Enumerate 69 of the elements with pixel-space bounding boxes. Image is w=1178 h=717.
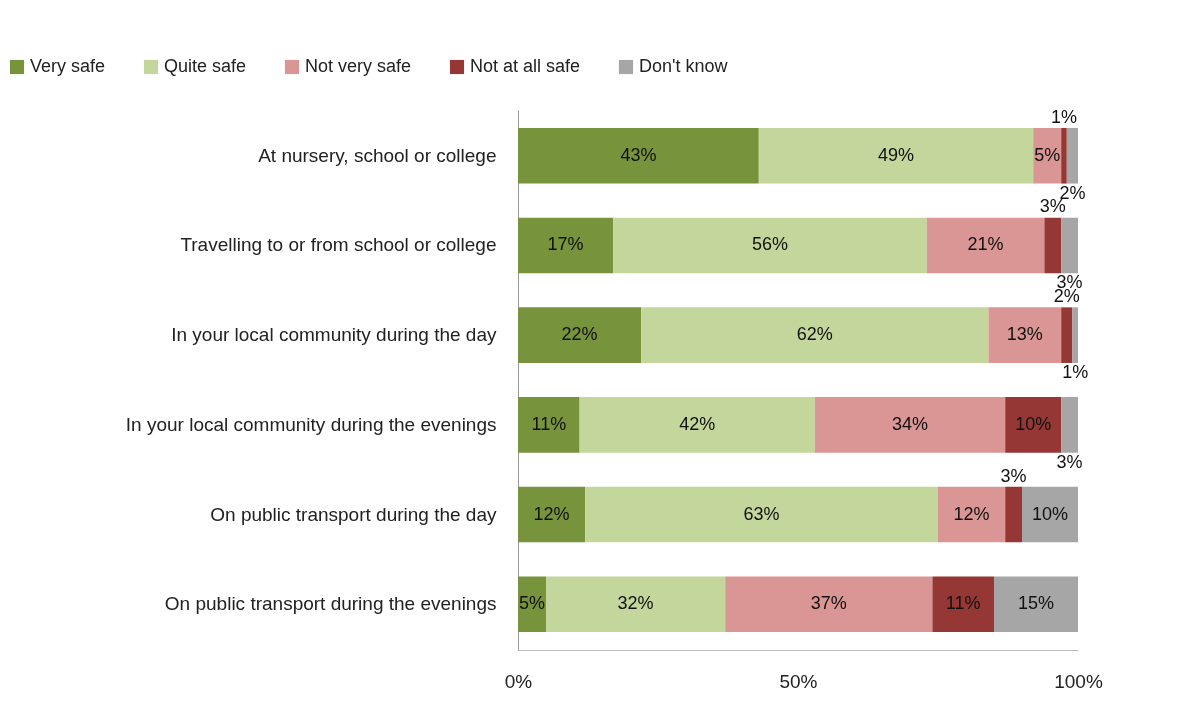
data-label: 43% (620, 144, 657, 165)
data-label: 11% (945, 593, 981, 614)
y-tick-label: In your local community during the day (171, 324, 497, 346)
data-label: 5% (1034, 144, 1061, 165)
y-tick-label: On public transport during the evenings (164, 593, 497, 615)
bar (1005, 397, 1062, 453)
y-tick-label: On public transport during the day (210, 503, 497, 525)
bar (926, 217, 1045, 274)
x-tick-label: 50% (779, 670, 818, 692)
bar (994, 576, 1078, 633)
bar (1072, 307, 1078, 363)
legend-label: Not at all safe (470, 56, 581, 76)
bar (725, 576, 933, 633)
data-label: 32% (617, 593, 654, 614)
data-label: 10% (1015, 413, 1052, 434)
bar (814, 397, 1006, 453)
bar (613, 217, 927, 274)
bar (938, 486, 1006, 543)
bar (641, 307, 989, 363)
bar (932, 576, 994, 633)
bar (518, 127, 759, 184)
bar (988, 307, 1062, 363)
data-label: 13% (1006, 324, 1043, 345)
x-tick-label: 100% (1054, 670, 1103, 692)
data-label: 42% (679, 413, 716, 434)
bar (579, 397, 815, 453)
bar (1061, 307, 1073, 363)
data-label: 5% (518, 593, 546, 614)
bar (518, 576, 546, 633)
bar (758, 127, 1034, 184)
data-label: 11% (531, 413, 567, 434)
legend-label: Don't know (639, 56, 729, 76)
data-label: 10% (1031, 503, 1069, 524)
data-label: 3% (1056, 451, 1083, 472)
x-tick-label: 0% (504, 670, 533, 692)
bar (518, 486, 586, 543)
data-label: 1% (1050, 106, 1078, 127)
bar (1066, 127, 1078, 184)
y-tick-label: In your local community during the evenings (125, 413, 497, 435)
data-label: 15% (1017, 593, 1055, 614)
y-tick-label: Travelling to or from school or college (180, 234, 497, 256)
data-label: 49% (877, 144, 915, 165)
data-label: 1% (1062, 362, 1089, 383)
data-label: 62% (796, 324, 833, 345)
bar (1061, 127, 1067, 184)
data-label: 56% (751, 234, 789, 255)
data-label: 3% (1000, 465, 1027, 486)
data-label: 12% (533, 503, 570, 524)
bar (1061, 217, 1078, 274)
data-label: 34% (891, 413, 929, 434)
legend-label: Very safe (30, 56, 106, 76)
data-label: 22% (561, 324, 598, 345)
bar (518, 397, 580, 453)
bar (585, 486, 938, 543)
data-label: 63% (743, 503, 780, 524)
data-label: 17% (547, 234, 584, 255)
data-label: 37% (810, 593, 847, 614)
bar (518, 307, 642, 363)
bar (1022, 486, 1078, 543)
legend-label: Not very safe (305, 56, 412, 76)
bar (1061, 397, 1078, 453)
bar (518, 217, 614, 274)
legend-label: Quite safe (164, 56, 247, 76)
bar (546, 576, 726, 633)
y-tick-label: At nursery, school or college (258, 144, 497, 166)
data-label: 12% (953, 503, 990, 524)
bar (1005, 486, 1022, 543)
bar (1044, 217, 1062, 274)
data-label: 21% (967, 234, 1004, 255)
